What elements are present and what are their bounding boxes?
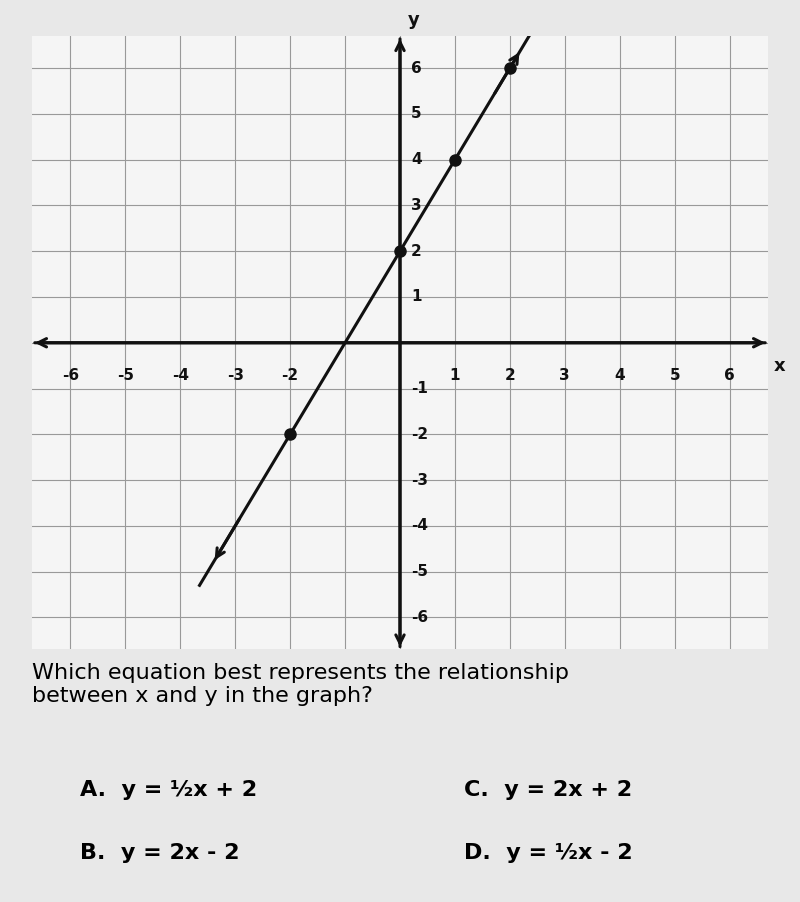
Text: -6: -6 — [411, 610, 428, 625]
Text: -2: -2 — [411, 427, 428, 442]
Text: 2: 2 — [411, 244, 422, 259]
Text: B.  y = 2x - 2: B. y = 2x - 2 — [80, 843, 239, 863]
Text: 3: 3 — [411, 198, 422, 213]
Text: A.  y = ½x + 2: A. y = ½x + 2 — [80, 780, 257, 800]
Text: Which equation best represents the relationship
between x and y in the graph?: Which equation best represents the relat… — [32, 663, 569, 706]
Text: -3: -3 — [411, 473, 428, 488]
Text: 3: 3 — [559, 368, 570, 383]
Text: 6: 6 — [724, 368, 735, 383]
Text: -5: -5 — [117, 368, 134, 383]
Text: -5: -5 — [411, 564, 428, 579]
Text: -2: -2 — [282, 368, 298, 383]
Text: -1: -1 — [411, 381, 428, 396]
Text: 5: 5 — [670, 368, 680, 383]
Text: -6: -6 — [62, 368, 79, 383]
Text: 1: 1 — [411, 290, 422, 305]
Text: 2: 2 — [505, 368, 515, 383]
Text: -4: -4 — [411, 519, 428, 533]
Text: -4: -4 — [172, 368, 189, 383]
Text: 4: 4 — [411, 152, 422, 167]
Text: 5: 5 — [411, 106, 422, 122]
Text: y: y — [408, 11, 420, 29]
Text: D.  y = ½x - 2: D. y = ½x - 2 — [464, 843, 633, 863]
Text: 1: 1 — [450, 368, 460, 383]
Text: 6: 6 — [411, 60, 422, 76]
Text: -3: -3 — [226, 368, 244, 383]
Text: C.  y = 2x + 2: C. y = 2x + 2 — [464, 780, 632, 800]
Text: 4: 4 — [614, 368, 625, 383]
Text: x: x — [774, 356, 785, 374]
